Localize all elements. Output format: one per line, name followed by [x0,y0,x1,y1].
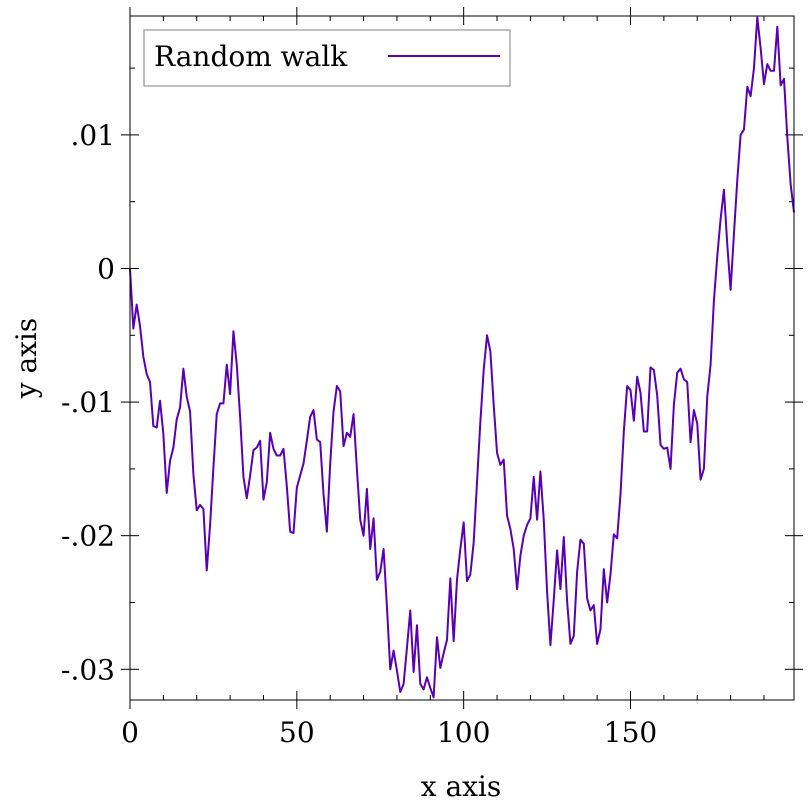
tick-labels: 0 50 100 150 -.03 -.02 -.01 0 .01 [61,119,657,749]
x-tick-label: 50 [279,716,315,749]
legend-label: Random walk [154,40,348,73]
x-tick-label: 0 [121,716,139,749]
y-tick-label: .01 [70,119,115,152]
x-axis-title: x axis [421,770,502,803]
y-tick-label: -.03 [61,653,115,686]
y-tick-label: -.02 [61,520,115,553]
legend-box [143,29,511,87]
y-tick-label: 0 [97,252,115,285]
x-tick-label: 150 [604,716,657,749]
series-line-random-walk [129,16,795,699]
legend: Random walk [143,29,511,87]
series-lines [129,16,795,699]
y-axis-title: y axis [10,318,43,400]
y-tick-label: -.01 [61,386,115,419]
axis-ticks [121,7,803,709]
plot-frame [129,15,795,701]
x-tick-label: 100 [437,716,490,749]
